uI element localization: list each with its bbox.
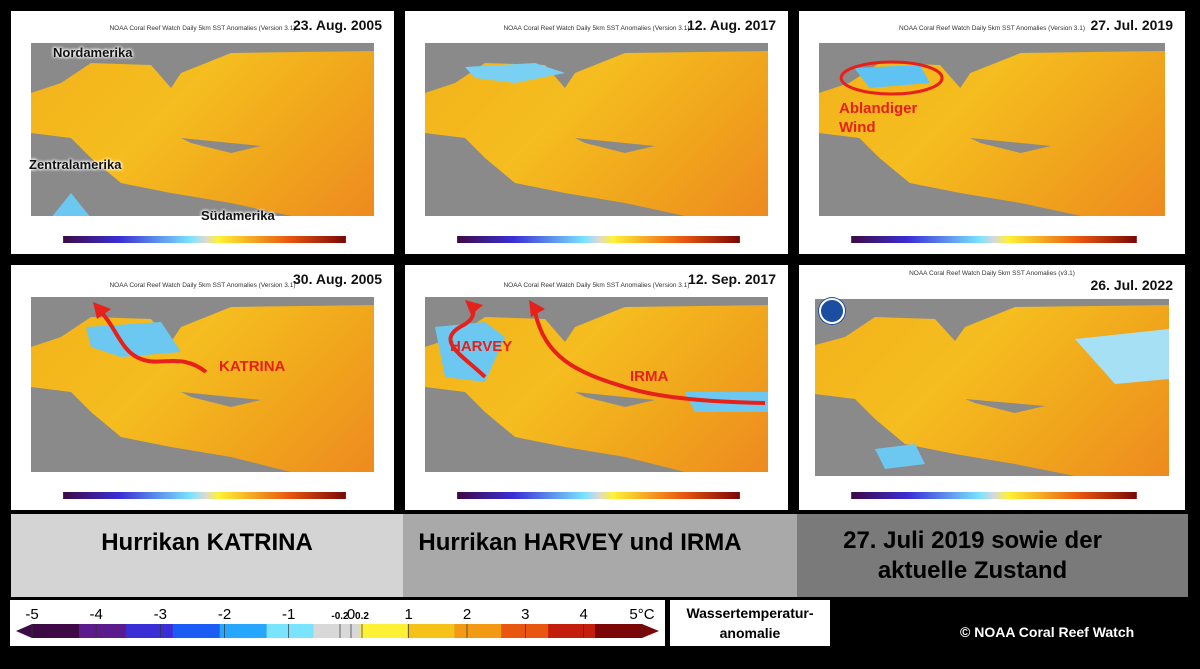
legend-tick-label: -2: [218, 606, 231, 623]
small-colorbar: [841, 224, 1147, 246]
legend-title: Wassertemperatur- anomalie: [670, 600, 830, 646]
legend-tick-label: 5°C: [629, 606, 654, 623]
legend-color-step: [548, 624, 596, 638]
label-hurricane-katrina: KATRINA: [219, 358, 286, 375]
legend-tick-label: -1: [282, 606, 295, 623]
map-panel-2017-08-12: NOAA Coral Reef Watch Daily 5km SST Anom…: [405, 11, 788, 254]
sst-anomaly-map: [31, 43, 374, 216]
legend-color-step: [172, 624, 221, 638]
label-hurricane-harvey: HARVEY: [450, 338, 513, 355]
panel-title: NOAA Coral Reef Watch Daily 5km SST Anom…: [503, 25, 690, 32]
panel-date: 12. Aug. 2017: [687, 17, 776, 33]
caption-harvey-irma: Hurrikan HARVEY und IRMA: [418, 529, 742, 556]
large-colorbar: -5 -4 -3 -2 -1 -0.2 0 0.2 1 2 3 4 5°C: [10, 600, 665, 646]
legend-tick-label: -5: [25, 606, 38, 623]
map-panel-katrina-2005-08-30: NOAA Coral Reef Watch Daily 5km SST Anom…: [11, 265, 394, 510]
panel-title: NOAA Coral Reef Watch Daily 5km SST Anom…: [898, 25, 1086, 32]
legend-color-step: [454, 624, 502, 638]
label-hurricane-irma: IRMA: [630, 368, 669, 385]
sst-anomaly-map: [425, 297, 768, 472]
caption-band-harvey-irma: Hurrikan HARVEY und IRMA: [403, 514, 797, 597]
legend-arrow: [16, 624, 32, 638]
small-colorbar: [447, 480, 750, 502]
legend-color-step: [360, 624, 408, 638]
legend-color-step: [78, 624, 127, 638]
annotation-offshore-wind: Ablandiger Wind: [839, 99, 917, 137]
small-colorbar: [53, 480, 356, 502]
legend-tick-label: 2: [463, 606, 471, 623]
sst-anomaly-map: [31, 297, 374, 472]
caption-current-line-2: aktuelle Zustand: [877, 557, 1068, 584]
panel-title: NOAA Coral Reef Watch Daily 5km SST Anom…: [109, 282, 296, 289]
legend-tick-label: 4: [579, 606, 587, 623]
legend-tick-label: 3: [521, 606, 529, 623]
legend-tick-label: -4: [89, 606, 102, 623]
legend-color-step: [125, 624, 174, 638]
legend-background: [10, 600, 665, 646]
legend-arrow: [642, 624, 659, 638]
legend-color-step: [32, 624, 80, 638]
sst-anomaly-map: [815, 299, 1169, 476]
legend-tick-label: -0.2: [331, 611, 349, 622]
legend-color-step: [595, 624, 643, 638]
caption-katrina: Hurrikan KATRINA: [101, 529, 313, 556]
small-colorbar: [841, 484, 1147, 506]
small-colorbar: [447, 224, 750, 246]
legend-tick-label: -3: [154, 606, 167, 623]
annotation-line-1: Ablandiger: [839, 100, 918, 117]
annotation-line-2: Wind: [839, 119, 876, 136]
map-panel-2019-07-27: NOAA Coral Reef Watch Daily 5km SST Anom…: [799, 11, 1185, 254]
legend-color-step: [266, 624, 315, 638]
legend-color-step: [407, 624, 455, 638]
credit: © NOAA Coral Reef Watch: [960, 624, 1135, 640]
label-central-america: Zentralamerika: [29, 157, 122, 172]
panel-title: NOAA Coral Reef Watch Daily 5km SST Anom…: [909, 270, 1075, 277]
noaa-logo: [819, 298, 845, 324]
panel-date: 26. Jul. 2022: [1090, 277, 1173, 293]
legend-tick-label: 1: [404, 606, 412, 623]
small-colorbar: [53, 224, 356, 246]
legend-tick-label: 0: [347, 606, 355, 623]
label-south-america: Südamerika: [201, 208, 275, 223]
caption-band-katrina: Hurrikan KATRINA: [11, 514, 403, 597]
legend-color-step: [219, 624, 268, 638]
sst-anomaly-map: [425, 43, 768, 216]
panel-date: 23. Aug. 2005: [293, 17, 382, 33]
map-panel-2017-09-12: NOAA Coral Reef Watch Daily 5km SST Anom…: [405, 265, 788, 510]
legend-color-step: [501, 624, 549, 638]
panel-title: NOAA Coral Reef Watch Daily 5km SST Anom…: [109, 25, 296, 32]
legend-title-line-2: anomalie: [719, 625, 781, 641]
caption-current: 27. Juli 2019 sowie der aktuelle Zustand: [797, 526, 1148, 586]
legend-title-line-1: Wassertemperatur-: [686, 605, 814, 621]
panel-title: NOAA Coral Reef Watch Daily 5km SST Anom…: [503, 282, 690, 289]
label-north-america: Nordamerika: [53, 45, 133, 60]
panel-date: 27. Jul. 2019: [1090, 17, 1173, 33]
caption-band-current: 27. Juli 2019 sowie der aktuelle Zustand: [797, 514, 1188, 597]
panel-date: 30. Aug. 2005: [293, 271, 382, 287]
panel-date: 12. Sep. 2017: [688, 271, 776, 287]
legend-tick-label: 0.2: [355, 611, 369, 622]
legend-color-step: [313, 624, 361, 638]
sst-anomaly-map: [819, 43, 1165, 216]
caption-current-line-1: 27. Juli 2019 sowie der: [843, 527, 1102, 554]
map-panel-2022-07-26: NOAA Coral Reef Watch Daily 5km SST Anom…: [799, 265, 1185, 510]
map-panel-katrina-2005-08-23: NOAA Coral Reef Watch Daily 5km SST Anom…: [11, 11, 394, 254]
